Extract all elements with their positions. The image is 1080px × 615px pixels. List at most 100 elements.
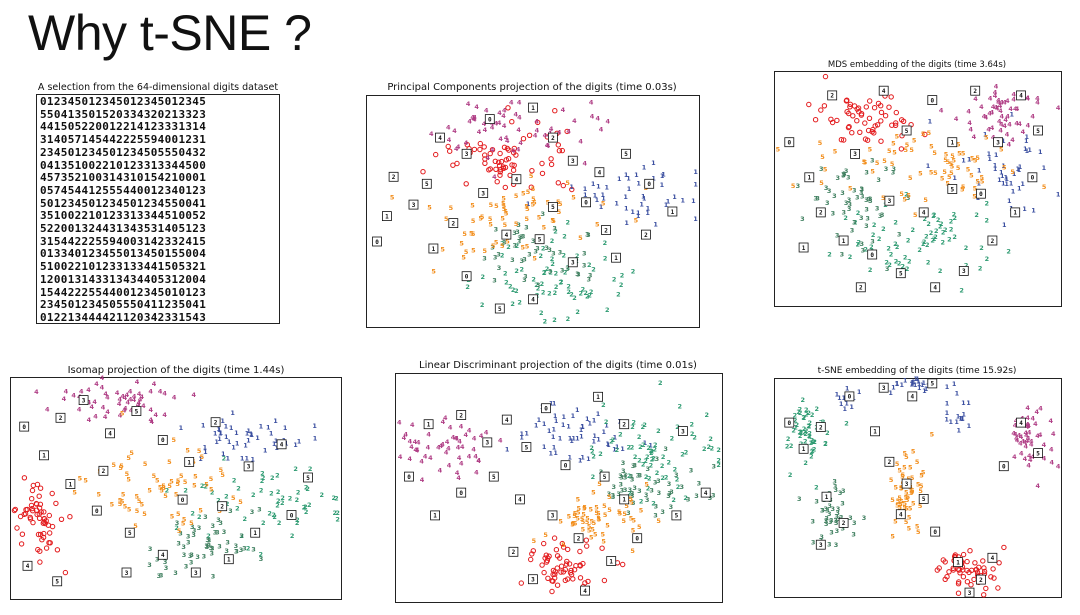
scatter-point-2: 2 (225, 500, 230, 508)
scatter-point-2: 2 (646, 485, 651, 493)
scatter-point-4: 4 (129, 407, 134, 415)
scatter-point-3: 3 (565, 265, 570, 273)
scatter-point-3: 3 (864, 168, 869, 176)
scatter-point-2: 2 (243, 515, 248, 523)
scatter-point-2: 2 (905, 265, 910, 273)
scatter-point-2: 2 (630, 423, 635, 431)
scatter-point-0 (554, 553, 561, 559)
scatter-point-2: 2 (581, 285, 586, 293)
scatter-point-4: 4 (1008, 105, 1013, 113)
scatter-point-0 (583, 537, 590, 543)
scatter-point-2: 2 (667, 458, 672, 466)
scatter-point-2: 2 (903, 254, 908, 262)
scatter-point-1: 1 (526, 200, 531, 208)
scatter-point-1: 1 (263, 447, 268, 455)
scatter-point-2: 2 (276, 497, 281, 505)
scatter-point-1: 1 (1002, 221, 1007, 229)
scatter-point-3: 3 (186, 538, 191, 546)
scatter-point-1: 1 (579, 432, 584, 440)
scatter-point-4: 4 (996, 99, 1001, 107)
scatter-point-3: 3 (630, 492, 635, 500)
scatter-point-5: 5 (909, 489, 914, 497)
scatter-point-3: 3 (519, 233, 524, 241)
scatter-point-2: 2 (598, 450, 603, 458)
scatter-point-2: 2 (809, 452, 814, 460)
scatter-point-2: 2 (793, 423, 798, 431)
scatter-point-4: 4 (999, 120, 1004, 128)
scatter-point-4: 4 (429, 130, 434, 138)
scatter-point-2: 2 (848, 253, 853, 261)
scatter-point-3: 3 (844, 199, 849, 207)
scatter-point-4: 4 (444, 449, 449, 457)
scatter-point-5: 5 (532, 199, 537, 207)
scatter-point-1: 1 (843, 405, 848, 413)
scatter-point-3: 3 (811, 538, 816, 546)
svg-text:4: 4 (598, 170, 602, 177)
scatter-point-5: 5 (980, 173, 985, 181)
scatter-point-0 (580, 560, 586, 567)
scatter-point-5: 5 (942, 168, 947, 176)
scatter-point-5: 5 (906, 192, 911, 200)
scatter-point-0 (46, 512, 52, 519)
thumbnail-marker: 3 (901, 478, 912, 489)
scatter-point-3: 3 (628, 486, 633, 494)
scatter-point-1: 1 (571, 434, 576, 442)
scatter-point-1: 1 (983, 131, 988, 139)
scatter-point-2: 2 (793, 412, 798, 420)
scatter-point-1: 1 (962, 411, 967, 419)
scatter-point-4: 4 (34, 388, 39, 396)
scatter-point-0 (980, 558, 986, 564)
scatter-point-1: 1 (249, 430, 254, 438)
svg-text:2: 2 (622, 422, 626, 429)
scatter-point-4: 4 (1025, 94, 1030, 102)
scatter-point-1: 1 (227, 438, 232, 446)
scatter-point-2: 2 (644, 473, 649, 481)
scatter-point-1: 1 (605, 183, 610, 191)
thumbnail-marker: 4 (501, 414, 512, 425)
scatter-point-4: 4 (92, 398, 97, 406)
scatter-point-3: 3 (213, 528, 218, 536)
scatter-point-0 (509, 119, 515, 125)
scatter-point-4: 4 (990, 108, 995, 116)
thumbnail-marker: 4 (528, 294, 538, 305)
svg-text:0: 0 (22, 424, 26, 431)
scatter-point-5: 5 (193, 473, 198, 481)
scatter-point-2: 2 (897, 260, 902, 268)
scatter-point-0 (878, 103, 884, 109)
svg-text:1: 1 (614, 255, 618, 262)
scatter-point-4: 4 (1027, 429, 1032, 437)
scatter-point-3: 3 (878, 212, 883, 220)
scatter-point-5: 5 (97, 491, 102, 499)
thumbnail-marker: 5 (947, 184, 958, 194)
scatter-point-0 (562, 566, 569, 573)
scatter-point-5: 5 (121, 491, 126, 499)
scatter-point-0 (36, 505, 43, 511)
scatter-point-4: 4 (1017, 120, 1022, 128)
scatter-point-4: 4 (490, 124, 495, 132)
scatter-point-2: 2 (843, 214, 848, 222)
scatter-point-5: 5 (870, 167, 875, 175)
scatter-point-3: 3 (181, 543, 186, 551)
scatter-point-1: 1 (1004, 175, 1009, 183)
scatter-point-3: 3 (234, 548, 239, 556)
scatter-point-5: 5 (551, 217, 556, 225)
scatter-point-2: 2 (637, 456, 642, 464)
svg-text:0: 0 (933, 529, 937, 536)
scatter-point-2: 2 (895, 243, 900, 251)
scatter-point-5: 5 (904, 489, 909, 497)
scatter-point-1: 1 (922, 379, 927, 387)
scatter-point-4: 4 (1049, 417, 1054, 425)
scatter-point-5: 5 (167, 482, 172, 490)
scatter-point-4: 4 (459, 459, 464, 467)
scatter-point-2: 2 (465, 283, 470, 291)
scatter-point-2: 2 (953, 214, 958, 222)
svg-text:1: 1 (802, 446, 806, 453)
scatter-point-2: 2 (481, 273, 486, 281)
tsne-title: t-SNE embedding of the digits (time 15.9… (817, 366, 1017, 376)
thumbnail-marker: 0 (404, 471, 414, 482)
scatter-point-0 (54, 547, 61, 553)
scatter-point-1: 1 (928, 118, 933, 126)
scatter-point-2: 2 (801, 396, 806, 404)
scatter-point-4: 4 (1029, 437, 1034, 445)
scatter-point-1: 1 (900, 381, 905, 389)
